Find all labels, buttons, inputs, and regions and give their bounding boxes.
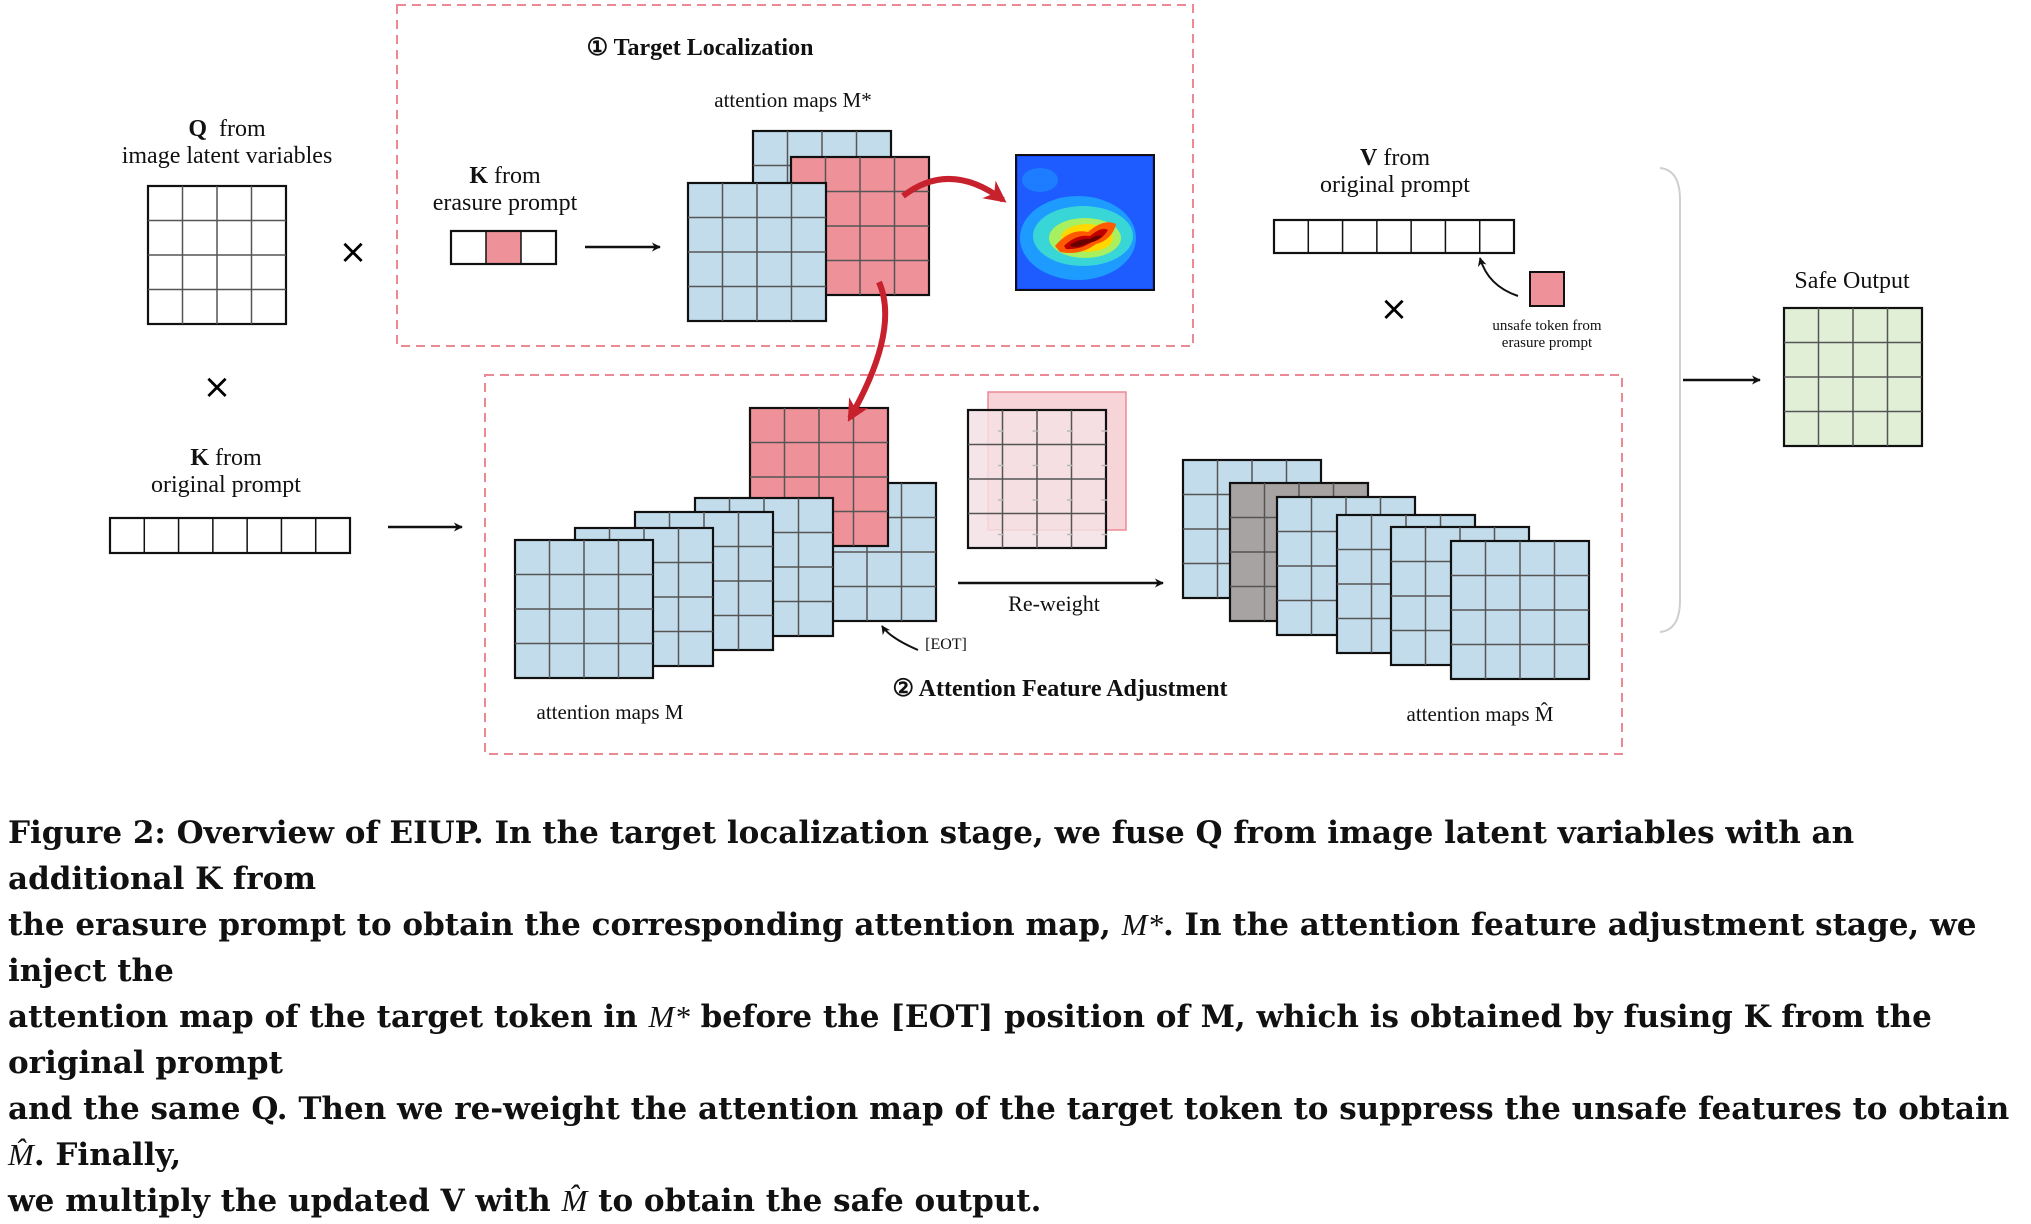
mstar-front — [686, 181, 828, 323]
caption-line-2: the erasure prompt to obtain the corresp… — [8, 902, 2023, 994]
v-symbol: V — [1360, 145, 1378, 171]
caption-line-2a: the erasure prompt to obtain the corresp… — [8, 907, 1122, 943]
safe-output-grid — [1782, 306, 1924, 448]
eot-pointer — [881, 625, 919, 651]
attention-maps-mstar — [686, 129, 931, 323]
stage1-title: ① Target Localization — [500, 33, 900, 62]
eot-label: [EOT] — [925, 636, 967, 653]
unsafe-token-label: unsafe token from erasure prompt — [1447, 318, 1647, 352]
times-v: × — [1380, 289, 1409, 329]
caption-mstar-2: M* — [648, 999, 690, 1034]
stage2-title: ② Attention Feature Adjustment — [810, 674, 1310, 703]
red-arrow-to-m — [847, 280, 889, 422]
k-original-symbol: K — [190, 445, 209, 471]
right-bracket — [1659, 167, 1681, 633]
stage1-box — [396, 4, 1194, 347]
safe-output-label: Safe Output — [1794, 268, 1910, 294]
red-arrow-to-heatmap — [901, 175, 1007, 203]
attention-maps-m — [513, 406, 938, 680]
caption-mhat-1: M̂ — [8, 1137, 34, 1172]
mhat-layer-6 — [1449, 539, 1591, 681]
caption-line-4: and the same Q. Then we re-weight the at… — [8, 1086, 2023, 1178]
unsafe-token-line1: unsafe token from — [1492, 318, 1602, 334]
stage1-title-text: Target Localization — [613, 35, 814, 61]
k-erasure-label: K from erasure prompt — [395, 163, 615, 217]
stage1-number: ① — [586, 35, 609, 61]
caption-line-4a: and the same Q. Then we re-weight the at… — [8, 1091, 2010, 1127]
caption-line-5b: to obtain the safe output. — [587, 1183, 1042, 1219]
heatmap-image — [1015, 154, 1155, 291]
k-original-label: K from original prompt — [106, 445, 346, 499]
k-erasure-source: erasure prompt — [432, 190, 578, 216]
v-bar — [1272, 218, 1516, 255]
stage2-box — [484, 374, 1623, 755]
k-erasure-bar — [449, 229, 558, 266]
figure-caption: Figure 2: Overview of EIUP. In the targe… — [8, 810, 2023, 1224]
caption-line-3a: attention map of the target token in — [8, 999, 649, 1035]
attention-maps-mstar-label: attention maps M* — [714, 88, 872, 112]
unsafe-token-line2: erasure prompt — [1501, 335, 1593, 351]
eiup-diagram: × × × — [108, 4, 1924, 755]
safe-output-matrix — [1782, 306, 1924, 448]
k-original-cells — [108, 516, 352, 555]
times-q-k: × — [339, 232, 368, 272]
caption-line-5a: we multiply the updated V with — [8, 1183, 562, 1219]
m-layer-1 — [513, 538, 655, 680]
caption-mhat-2: M̂ — [561, 1183, 588, 1218]
caption-line-3: attention map of the target token in M* … — [8, 994, 2023, 1086]
v-cells — [1272, 218, 1516, 255]
attention-maps-mhat — [1181, 458, 1591, 681]
v-source: original prompt — [1320, 172, 1470, 198]
k-erasure-symbol: K — [469, 163, 488, 189]
caption-mstar-1: M* — [1121, 907, 1163, 942]
attention-maps-mhat-label: attention maps M̂ — [1406, 702, 1554, 726]
k-original-from: from — [215, 445, 262, 471]
q-symbol: Q — [188, 116, 207, 142]
times-q-korig: × — [203, 367, 232, 407]
caption-line-2b: . In the attention feature adjustment st… — [8, 907, 1977, 989]
v-from: from — [1383, 145, 1430, 171]
v-label: V from original prompt — [1275, 145, 1515, 199]
q-from: from — [219, 116, 266, 142]
k-original-bar — [108, 516, 352, 555]
k-erasure-target-cell — [486, 231, 521, 264]
stage2-title-text: Attention Feature Adjustment — [918, 676, 1228, 702]
stage2-number: ② — [892, 676, 914, 702]
q-source: image latent variables — [121, 143, 333, 169]
unsafe-token — [1529, 271, 1565, 307]
q-matrix — [146, 184, 288, 326]
reweight-label: Re-weight — [1008, 591, 1100, 616]
reweight-front — [966, 408, 1108, 550]
unsafe-pointer — [1477, 257, 1519, 297]
q-label: Q from image latent variables — [57, 116, 397, 170]
k-erasure-from: from — [494, 163, 541, 189]
q-grid — [146, 184, 288, 326]
caption-line-5: we multiply the updated V with M̂ to obt… — [8, 1178, 2023, 1224]
caption-line-4b: . Finally, — [33, 1137, 182, 1173]
caption-line-1: Figure 2: Overview of EIUP. In the targe… — [8, 815, 1855, 897]
unsafe-token-cell — [1529, 271, 1565, 307]
reweight-matrix — [966, 391, 1127, 550]
k-original-source: original prompt — [151, 472, 301, 498]
k-erasure-cells — [449, 229, 558, 266]
attention-maps-m-label: attention maps M — [536, 700, 684, 724]
